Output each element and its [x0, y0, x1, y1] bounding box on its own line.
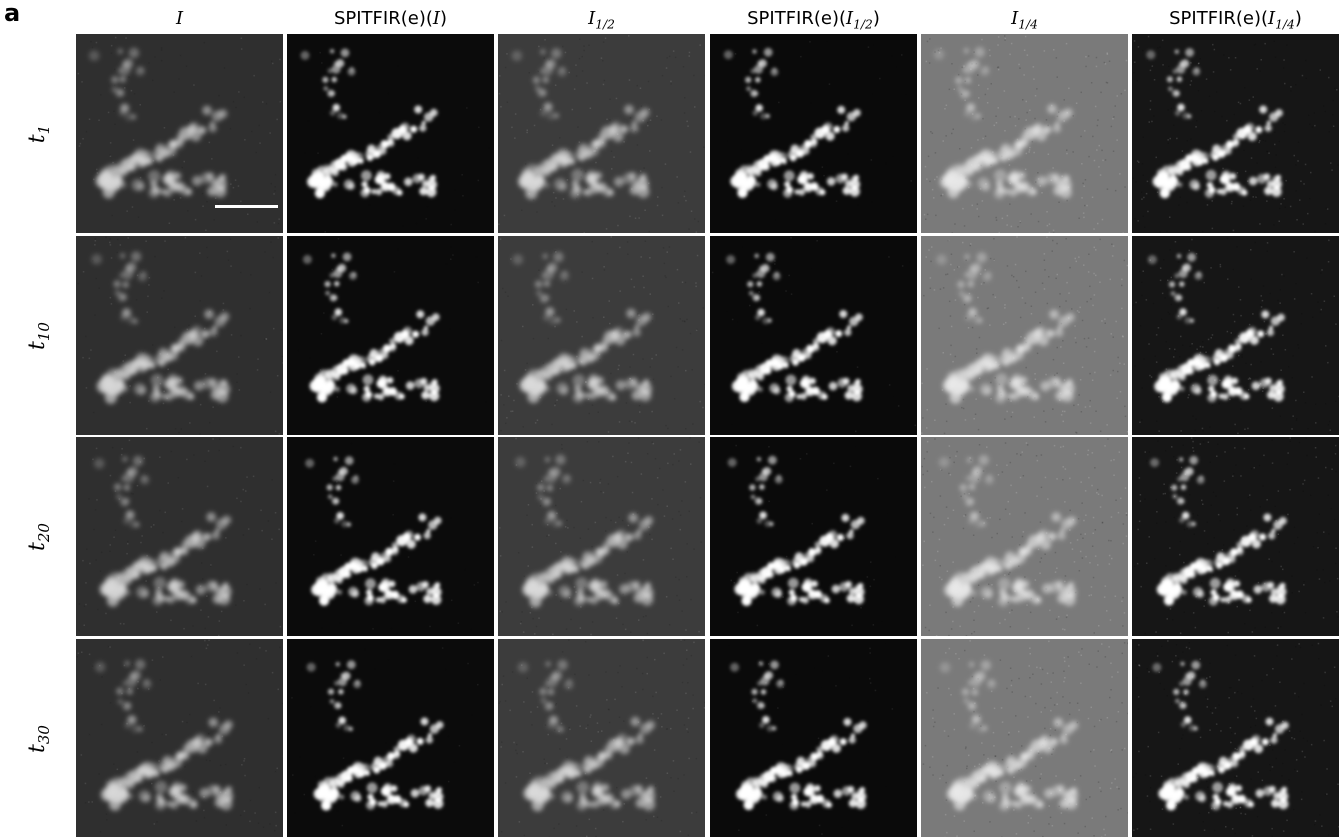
- image-symbol: I: [1268, 8, 1276, 29]
- fraction-subscript: 1/2: [853, 17, 873, 32]
- micrograph-r2-c5: [921, 236, 1128, 435]
- micrograph-r1-c4: [710, 34, 917, 233]
- micrograph-r3-c4: [710, 437, 917, 636]
- panel-label: a: [4, 0, 21, 27]
- method-name: SPITFIR(e): [747, 8, 839, 29]
- micrograph-r1-c6: [1132, 34, 1339, 233]
- micrograph-r3-c3: [498, 437, 705, 636]
- column-header-5: I1/4: [921, 6, 1128, 36]
- micrograph-r1-c5: [921, 34, 1128, 233]
- micrograph-r2-c2: [287, 236, 494, 435]
- micrograph-r4-c6: [1132, 639, 1339, 837]
- micrograph-r4-c4: [710, 639, 917, 837]
- column-header-3: I1/2: [498, 6, 705, 36]
- image-symbol: I: [846, 8, 854, 29]
- fraction-subscript: 1/4: [1275, 17, 1295, 32]
- micrograph-r2-c4: [710, 236, 917, 435]
- micrograph-r4-c3: [498, 639, 705, 837]
- micrograph-r2-c1: [76, 236, 283, 435]
- method-name: SPITFIR(e): [333, 8, 426, 29]
- fraction-subscript: 1/4: [1018, 17, 1038, 32]
- row-label-1: t1: [25, 124, 54, 143]
- row-label-2: t10: [25, 321, 54, 350]
- column-header-4: SPITFIR(e)(I1/2): [747, 8, 880, 32]
- micrograph-r3-c5: [921, 437, 1128, 636]
- scale-bar: [215, 205, 278, 208]
- micrograph-r2-c6: [1132, 236, 1339, 435]
- micrograph-r4-c2: [287, 639, 494, 837]
- micrograph-r1-c1: [76, 34, 283, 233]
- image-symbol: I: [432, 8, 440, 29]
- micrograph-r3-c6: [1132, 437, 1339, 636]
- micrograph-r1-c3: [498, 34, 705, 233]
- micrograph-r3-c1: [76, 437, 283, 636]
- column-header-6: SPITFIR(e)(I1/4): [1169, 8, 1302, 32]
- time-subscript: 1: [35, 124, 54, 134]
- time-subscript: 20: [35, 522, 54, 542]
- micrograph-r3-c2: [287, 437, 494, 636]
- row-label-3: t20: [25, 522, 54, 551]
- fraction-subscript: 1/2: [595, 17, 615, 32]
- image-symbol: I: [175, 8, 184, 29]
- micrograph-r2-c3: [498, 236, 705, 435]
- micrograph-r1-c2: [287, 34, 494, 233]
- column-header-2: SPITFIR(e)(I): [333, 8, 448, 29]
- image-symbol: I: [588, 8, 596, 29]
- micrograph-r4-c5: [921, 639, 1128, 837]
- column-header-1: I: [76, 6, 283, 31]
- time-subscript: 10: [35, 321, 54, 341]
- micrograph-r4-c1: [76, 639, 283, 837]
- method-name: SPITFIR(e): [1169, 8, 1261, 29]
- image-symbol: I: [1011, 8, 1019, 29]
- row-label-4: t30: [25, 724, 54, 753]
- time-subscript: 30: [35, 724, 54, 744]
